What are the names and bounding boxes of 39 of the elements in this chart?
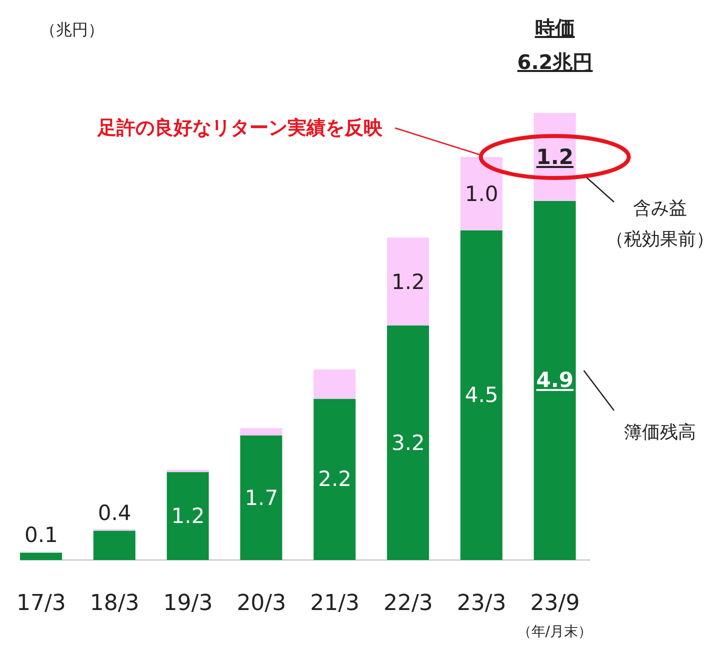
y-axis-title: （兆円） [40,20,104,40]
data-label: 4.9 [536,368,574,392]
annotation: 足許の良好なリターン実績を反映 [98,116,382,141]
data-label: 1.2 [171,504,205,528]
x-tick-label: 23/3 [456,590,506,616]
text: 時価 [534,14,575,42]
bar [534,200,576,560]
data-label: 1.2 [392,270,425,294]
data-label: 1.0 [464,182,498,206]
x-tick-label: 21/3 [310,590,360,616]
bar [93,530,136,560]
bar [240,435,282,560]
bar [460,230,502,560]
bar [166,472,209,560]
data-label: 3.2 [392,430,425,455]
data-label: 1.2 [536,144,574,169]
x-tick-label: 22/3 [384,590,433,616]
x-tick-label: 19/3 [163,590,213,616]
bar [314,398,356,560]
x-tick-label: 20/3 [236,590,286,616]
bar [240,428,282,436]
bar [387,238,429,326]
data-label: 0.4 [98,500,132,525]
data-label: 0.1 [24,522,58,547]
x-tick-label: 17/3 [16,590,66,616]
data-label: 1.7 [244,486,278,510]
x-axis-title: （年/月末） [517,623,592,641]
data-label: 4.5 [464,383,498,408]
data-label: 2.2 [318,467,352,492]
bar [166,470,209,472]
bar [460,156,502,230]
bar [20,552,62,560]
total-label: 6.2兆円 [517,48,593,76]
bar [387,326,429,560]
x-tick-label: 23/9 [530,590,580,616]
text: 簿価残高 [623,420,697,445]
series-label: 含み益（税効果前） [605,196,715,252]
bar [314,369,356,399]
x-tick-label: 18/3 [90,590,140,616]
